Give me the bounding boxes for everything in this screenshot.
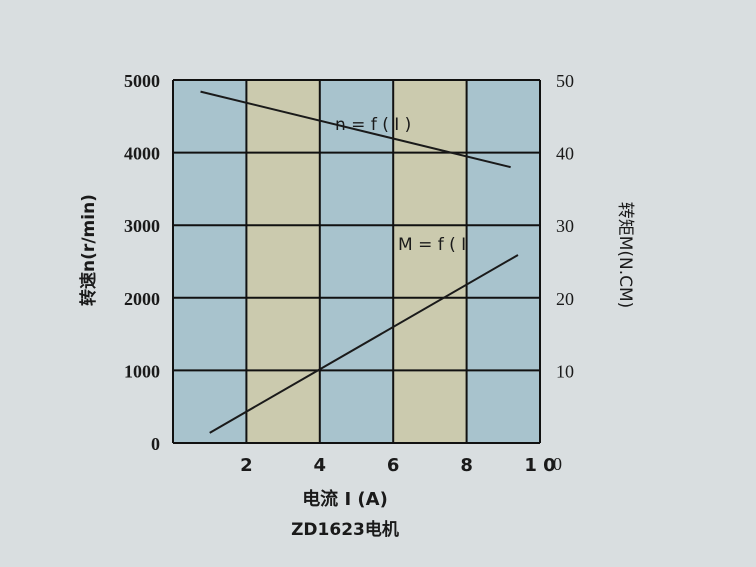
x-tick-label: 2 xyxy=(240,455,253,476)
column-band xyxy=(466,80,540,443)
y-axis-label: 转速n(r/min) xyxy=(78,194,99,306)
x-tick-label: 8 xyxy=(460,455,473,476)
y2-tick-label: 50 xyxy=(556,71,574,91)
x-tick-label: 4 xyxy=(314,455,327,476)
x-tick-label: 6 xyxy=(387,455,400,476)
chart-title: ZD1623电机 xyxy=(291,519,399,540)
y2-tick-label: 30 xyxy=(556,216,574,236)
y2-tick-label: 20 xyxy=(556,289,574,309)
y-tick-label: 3000 xyxy=(124,216,160,236)
torque-curve xyxy=(209,254,519,434)
x-tick-label: 1 0 xyxy=(524,455,555,476)
y2-tick-label: 40 xyxy=(556,144,574,164)
y-tick-label: 4000 xyxy=(124,144,160,164)
y2-tick-label: 0 xyxy=(553,454,562,474)
y-tick-label: 0 xyxy=(151,434,160,454)
torque-curve-label: M = f ( I xyxy=(398,235,466,255)
column-band xyxy=(173,80,247,443)
y-tick-label: 1000 xyxy=(124,361,160,381)
column-band xyxy=(246,80,320,443)
speed-curve-label: n = f ( I ) xyxy=(335,115,411,135)
y-tick-label: 5000 xyxy=(124,71,160,91)
column-band xyxy=(319,80,394,443)
y2-axis-label: 转矩M(N.CM) xyxy=(615,202,635,309)
y-tick-label: 2000 xyxy=(124,289,160,309)
speed-curve xyxy=(200,90,511,169)
x-axis-label: 电流 I (A) xyxy=(302,488,388,510)
y2-tick-label: 10 xyxy=(556,361,574,381)
